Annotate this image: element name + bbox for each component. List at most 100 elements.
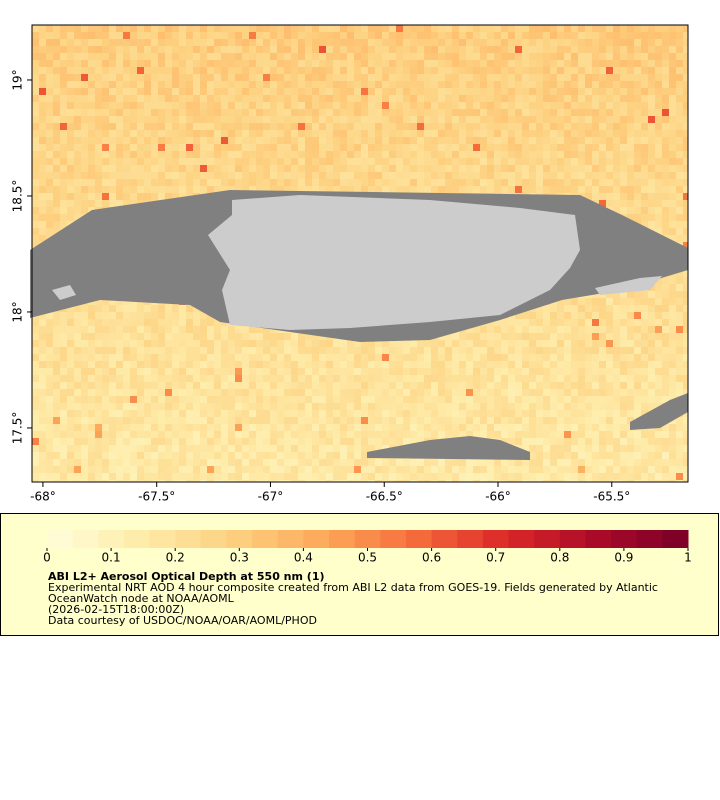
aod-cell	[116, 347, 123, 354]
aod-cell	[620, 382, 627, 389]
aod-cell	[312, 67, 319, 74]
aod-cell	[214, 172, 221, 179]
aod-cell	[543, 151, 550, 158]
aod-cell	[256, 375, 263, 382]
aod-cell	[340, 46, 347, 53]
aod-cell	[417, 95, 424, 102]
aod-cell	[676, 179, 683, 186]
aod-cell	[158, 67, 165, 74]
aod-cell	[291, 53, 298, 60]
aod-cell	[207, 130, 214, 137]
aod-cell	[641, 53, 648, 60]
aod-cell	[256, 179, 263, 186]
aod-cell	[368, 25, 375, 32]
aod-cell	[494, 186, 501, 193]
aod-cell	[564, 354, 571, 361]
aod-cell	[228, 74, 235, 81]
aod-cell	[88, 116, 95, 123]
aod-cell	[529, 389, 536, 396]
aod-cell	[305, 32, 312, 39]
aod-cell	[592, 102, 599, 109]
aod-cell	[480, 137, 487, 144]
aod-cell	[179, 74, 186, 81]
aod-cell	[655, 102, 662, 109]
aod-cell	[32, 347, 39, 354]
aod-cell	[634, 347, 641, 354]
aod-cell	[522, 165, 529, 172]
aod-cell	[676, 39, 683, 46]
aod-cell	[46, 354, 53, 361]
aod-cell	[102, 116, 109, 123]
aod-cell	[445, 88, 452, 95]
aod-cell	[634, 186, 641, 193]
aod-cell	[508, 347, 515, 354]
aod-cell	[305, 389, 312, 396]
aod-cell	[88, 88, 95, 95]
aod-cell	[473, 123, 480, 130]
aod-cell	[354, 165, 361, 172]
aod-cell	[270, 39, 277, 46]
aod-cell	[501, 186, 508, 193]
aod-cell	[88, 39, 95, 46]
aod-cell	[641, 319, 648, 326]
aod-cell	[438, 389, 445, 396]
aod-cell	[249, 354, 256, 361]
aod-cell	[676, 326, 683, 333]
aod-cell	[277, 53, 284, 60]
aod-cell	[627, 291, 634, 298]
aod-cell	[634, 333, 641, 340]
aod-cell	[249, 326, 256, 333]
aod-cell	[361, 25, 368, 32]
aod-cell	[550, 151, 557, 158]
aod-cell	[466, 179, 473, 186]
aod-cell	[536, 123, 543, 130]
aod-cell	[368, 347, 375, 354]
aod-cell	[235, 179, 242, 186]
aod-cell	[585, 340, 592, 347]
aod-cell	[529, 116, 536, 123]
aod-cell	[53, 137, 60, 144]
aod-cell	[347, 375, 354, 382]
aod-cell	[165, 305, 172, 312]
aod-cell	[53, 221, 60, 228]
aod-cell	[179, 354, 186, 361]
aod-cell	[648, 158, 655, 165]
aod-cell	[354, 130, 361, 137]
aod-cell	[200, 326, 207, 333]
aod-cell	[641, 144, 648, 151]
aod-cell	[662, 116, 669, 123]
aod-cell	[347, 74, 354, 81]
aod-cell	[291, 340, 298, 347]
aod-cell	[256, 39, 263, 46]
aod-cell	[39, 193, 46, 200]
aod-cell	[109, 396, 116, 403]
aod-cell	[298, 81, 305, 88]
aod-cell	[445, 46, 452, 53]
aod-cell	[256, 25, 263, 32]
aod-cell	[109, 200, 116, 207]
aod-cell	[123, 319, 130, 326]
aod-cell	[368, 88, 375, 95]
aod-cell	[221, 382, 228, 389]
aod-cell	[634, 389, 641, 396]
aod-cell	[144, 32, 151, 39]
aod-cell	[508, 151, 515, 158]
aod-cell	[32, 123, 39, 130]
aod-cell	[620, 361, 627, 368]
aod-cell	[445, 151, 452, 158]
aod-cell	[95, 95, 102, 102]
aod-cell	[445, 74, 452, 81]
aod-cell	[60, 109, 67, 116]
aod-cell	[662, 340, 669, 347]
aod-cell	[676, 382, 683, 389]
aod-cell	[368, 102, 375, 109]
aod-cell	[592, 39, 599, 46]
aod-cell	[109, 53, 116, 60]
aod-cell	[60, 361, 67, 368]
aod-cell	[669, 221, 676, 228]
aod-cell	[396, 53, 403, 60]
aod-cell	[179, 340, 186, 347]
aod-cell	[186, 130, 193, 137]
aod-cell	[424, 354, 431, 361]
aod-cell	[81, 25, 88, 32]
